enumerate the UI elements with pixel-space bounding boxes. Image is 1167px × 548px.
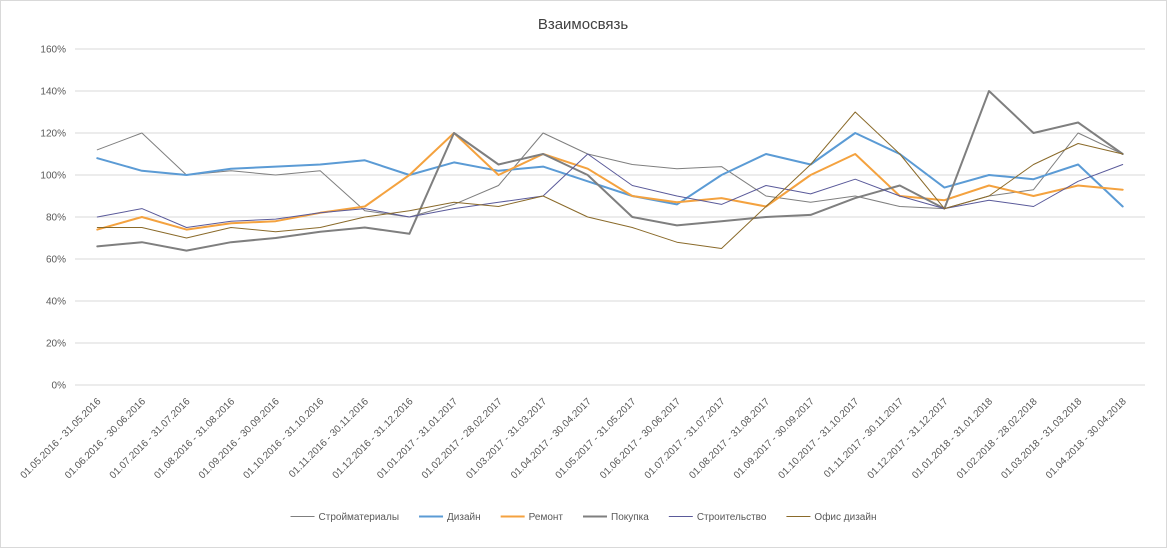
- y-tick-label: 80%: [46, 213, 66, 224]
- x-tick-label: 01.05.2016 - 31.05.2016: [19, 396, 104, 481]
- legend-item: Офис дизайн: [786, 511, 876, 523]
- legend-label: Стройматериалы: [319, 512, 400, 523]
- legend: Стройматериалы Дизайн Ремонт Покупка Строите…: [290, 511, 876, 523]
- x-tick-label: 01.11.2016 - 30.11.2016: [287, 396, 371, 480]
- x-tick-label: 01.05.2017 - 31.05.2017: [554, 396, 639, 481]
- x-tick-label: 01.08.2017 - 31.08.2017: [687, 396, 772, 481]
- x-tick-label: 01.09.2017 - 30.09.2017: [732, 396, 817, 481]
- x-tick-label: 01.04.2017 - 30.04.2017: [509, 396, 594, 481]
- series-line-6: [96, 111, 1124, 249]
- x-tick-label: 01.09.2016 - 30.09.2016: [197, 396, 282, 481]
- x-tick-label: 01.02.2018 - 28.02.2018: [955, 396, 1040, 481]
- y-axis-ticks: 0% 20% 40% 60% 80% 100% 120% 140% 160%: [40, 45, 66, 392]
- x-tick-label: 01.06.2016 - 30.06.2016: [63, 396, 148, 481]
- y-tick-label: 140%: [40, 87, 66, 98]
- chart-title: Взаимосвязь: [538, 16, 629, 33]
- legend-label: Дизайн: [447, 512, 481, 523]
- x-tick-label: 01.03.2017 - 31.03.2017: [464, 396, 549, 481]
- legend-label: Офис дизайн: [814, 511, 876, 523]
- x-tick-label: 01.01.2018 - 31.01.2018: [910, 396, 995, 481]
- x-tick-label: 01.12.2016 - 31.12.2016: [331, 396, 416, 481]
- x-tick-label: 01.10.2016 - 31.10.2016: [241, 396, 326, 481]
- x-tick-label: 01.10.2017 - 31.10.2017: [776, 396, 861, 481]
- legend-item: Дизайн: [419, 512, 481, 523]
- legend-item: Ремонт: [500, 512, 564, 523]
- series-line-5: [96, 153, 1124, 228]
- x-tick-label: 01.03.2018 - 31.03.2018: [999, 396, 1084, 481]
- y-tick-label: 0%: [52, 381, 67, 392]
- x-tick-label: 01.08.2016 - 31.08.2016: [152, 396, 237, 481]
- legend-item: Покупка: [583, 512, 649, 523]
- x-tick-label: 01.06.2017 - 30.06.2017: [598, 396, 683, 481]
- y-tick-label: 40%: [46, 297, 66, 308]
- x-tick-label: 01.11.2017 - 30.11.2017: [822, 396, 906, 480]
- x-tick-label: 01.07.2017 - 31.07.2017: [643, 396, 728, 481]
- series-line-4: [96, 90, 1124, 252]
- x-tick-label: 01.04.2018 - 30.04.2018: [1044, 396, 1129, 481]
- legend-label: Строительство: [697, 512, 767, 523]
- y-tick-label: 120%: [40, 129, 66, 140]
- y-tick-label: 100%: [40, 171, 66, 182]
- legend-label: Покупка: [611, 512, 649, 523]
- legend-label: Ремонт: [529, 512, 564, 523]
- legend-item: Строительство: [668, 512, 767, 523]
- x-tick-label: 01.01.2017 - 31.01.2017: [375, 396, 460, 481]
- y-tick-label: 20%: [46, 339, 66, 350]
- x-tick-label: 01.07.2016 - 31.07.2016: [108, 396, 193, 481]
- y-tick-label: 160%: [40, 45, 66, 56]
- legend-item: Стройматериалы: [290, 512, 400, 523]
- x-tick-label: 01.12.2017 - 31.12.2017: [866, 396, 951, 481]
- series-line-3: [96, 132, 1124, 231]
- y-tick-label: 60%: [46, 255, 66, 266]
- series-line-2: [96, 132, 1124, 208]
- series-lines: [96, 90, 1124, 252]
- gridlines: [75, 48, 1145, 386]
- x-tick-label: 01.02.2017 - 28.02.2017: [420, 396, 505, 481]
